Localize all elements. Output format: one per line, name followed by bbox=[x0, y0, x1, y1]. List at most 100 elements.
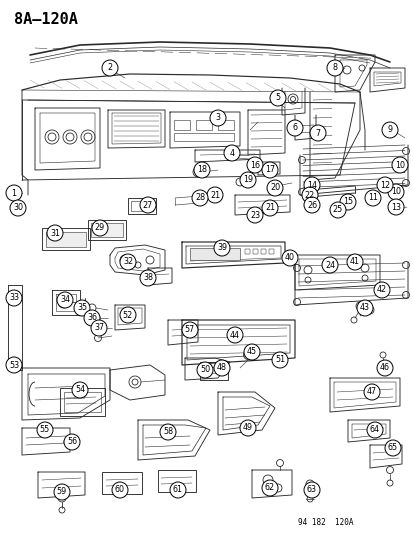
Circle shape bbox=[197, 362, 212, 378]
Bar bbox=[173, 133, 233, 141]
Circle shape bbox=[140, 197, 156, 213]
Bar bbox=[158, 470, 195, 492]
Text: 60: 60 bbox=[115, 486, 125, 495]
Circle shape bbox=[303, 482, 319, 498]
Text: 40: 40 bbox=[284, 254, 294, 262]
Circle shape bbox=[243, 344, 259, 360]
Text: 62: 62 bbox=[264, 483, 274, 492]
Text: 41: 41 bbox=[349, 257, 359, 266]
Circle shape bbox=[10, 200, 26, 216]
Circle shape bbox=[309, 125, 325, 141]
Bar bbox=[131, 201, 153, 211]
Circle shape bbox=[356, 300, 372, 316]
Circle shape bbox=[329, 202, 345, 218]
Text: 23: 23 bbox=[249, 211, 259, 220]
Text: 24: 24 bbox=[324, 261, 334, 270]
Circle shape bbox=[247, 207, 262, 223]
Circle shape bbox=[269, 90, 285, 106]
Circle shape bbox=[261, 480, 277, 496]
Circle shape bbox=[281, 250, 297, 266]
Text: 52: 52 bbox=[123, 311, 133, 319]
Text: 8: 8 bbox=[332, 63, 337, 72]
Text: 36: 36 bbox=[87, 313, 97, 322]
Circle shape bbox=[72, 382, 88, 398]
Circle shape bbox=[387, 184, 403, 200]
Circle shape bbox=[140, 270, 156, 286]
Text: 10: 10 bbox=[390, 188, 400, 197]
Text: 47: 47 bbox=[366, 387, 376, 397]
Circle shape bbox=[384, 440, 400, 456]
Text: 17: 17 bbox=[264, 166, 274, 174]
Circle shape bbox=[387, 199, 403, 215]
Circle shape bbox=[47, 225, 63, 241]
Circle shape bbox=[223, 145, 240, 161]
Text: 2: 2 bbox=[107, 63, 112, 72]
Bar bbox=[88, 220, 126, 240]
Text: 8A–120A: 8A–120A bbox=[14, 12, 78, 27]
Circle shape bbox=[303, 177, 319, 193]
Circle shape bbox=[170, 482, 185, 498]
Text: 54: 54 bbox=[75, 385, 85, 394]
Circle shape bbox=[159, 424, 176, 440]
Bar bbox=[260, 249, 266, 254]
Circle shape bbox=[321, 257, 337, 273]
Circle shape bbox=[261, 162, 277, 178]
Text: 25: 25 bbox=[332, 206, 342, 214]
Text: 20: 20 bbox=[269, 183, 279, 192]
Text: 31: 31 bbox=[50, 229, 60, 238]
Text: 34: 34 bbox=[60, 295, 70, 304]
Bar bbox=[46, 232, 86, 247]
Text: 42: 42 bbox=[376, 286, 386, 295]
Text: 55: 55 bbox=[40, 425, 50, 434]
Circle shape bbox=[301, 187, 317, 203]
Text: 32: 32 bbox=[123, 257, 133, 266]
Text: 21: 21 bbox=[209, 190, 220, 199]
Text: 13: 13 bbox=[390, 203, 400, 212]
Text: 64: 64 bbox=[369, 425, 379, 434]
Circle shape bbox=[266, 180, 282, 196]
Bar bbox=[173, 120, 190, 130]
Bar bbox=[218, 120, 233, 130]
Text: 9: 9 bbox=[387, 125, 392, 134]
Circle shape bbox=[303, 197, 319, 213]
Text: 45: 45 bbox=[246, 348, 256, 357]
Text: 12: 12 bbox=[379, 181, 389, 190]
Circle shape bbox=[364, 190, 380, 206]
Text: 6: 6 bbox=[292, 124, 297, 133]
Circle shape bbox=[194, 162, 209, 178]
Circle shape bbox=[6, 185, 22, 201]
Bar bbox=[102, 472, 142, 494]
Text: 56: 56 bbox=[67, 438, 77, 447]
Bar bbox=[252, 249, 257, 254]
Circle shape bbox=[91, 320, 107, 336]
Text: 3: 3 bbox=[215, 114, 220, 123]
Text: 18: 18 bbox=[197, 166, 206, 174]
Text: 37: 37 bbox=[94, 324, 104, 333]
Text: 30: 30 bbox=[13, 204, 23, 213]
Circle shape bbox=[37, 422, 53, 438]
Circle shape bbox=[346, 254, 362, 270]
Bar bbox=[128, 198, 156, 214]
Circle shape bbox=[240, 420, 255, 436]
Circle shape bbox=[57, 292, 73, 308]
Bar bbox=[199, 362, 228, 380]
Circle shape bbox=[6, 290, 22, 306]
Text: 35: 35 bbox=[77, 303, 87, 312]
Text: 46: 46 bbox=[379, 364, 389, 373]
Circle shape bbox=[192, 190, 207, 206]
Text: 26: 26 bbox=[306, 200, 316, 209]
Circle shape bbox=[363, 384, 379, 400]
Bar bbox=[195, 120, 211, 130]
Text: 1: 1 bbox=[12, 189, 17, 198]
Text: 48: 48 bbox=[216, 364, 226, 373]
Text: 61: 61 bbox=[173, 486, 183, 495]
Text: 14: 14 bbox=[306, 181, 316, 190]
Text: 39: 39 bbox=[216, 244, 226, 253]
Circle shape bbox=[240, 172, 255, 188]
Text: 38: 38 bbox=[142, 273, 153, 282]
Bar bbox=[268, 249, 273, 254]
Circle shape bbox=[271, 352, 287, 368]
Text: 28: 28 bbox=[195, 193, 204, 203]
Circle shape bbox=[112, 482, 128, 498]
Circle shape bbox=[376, 177, 392, 193]
